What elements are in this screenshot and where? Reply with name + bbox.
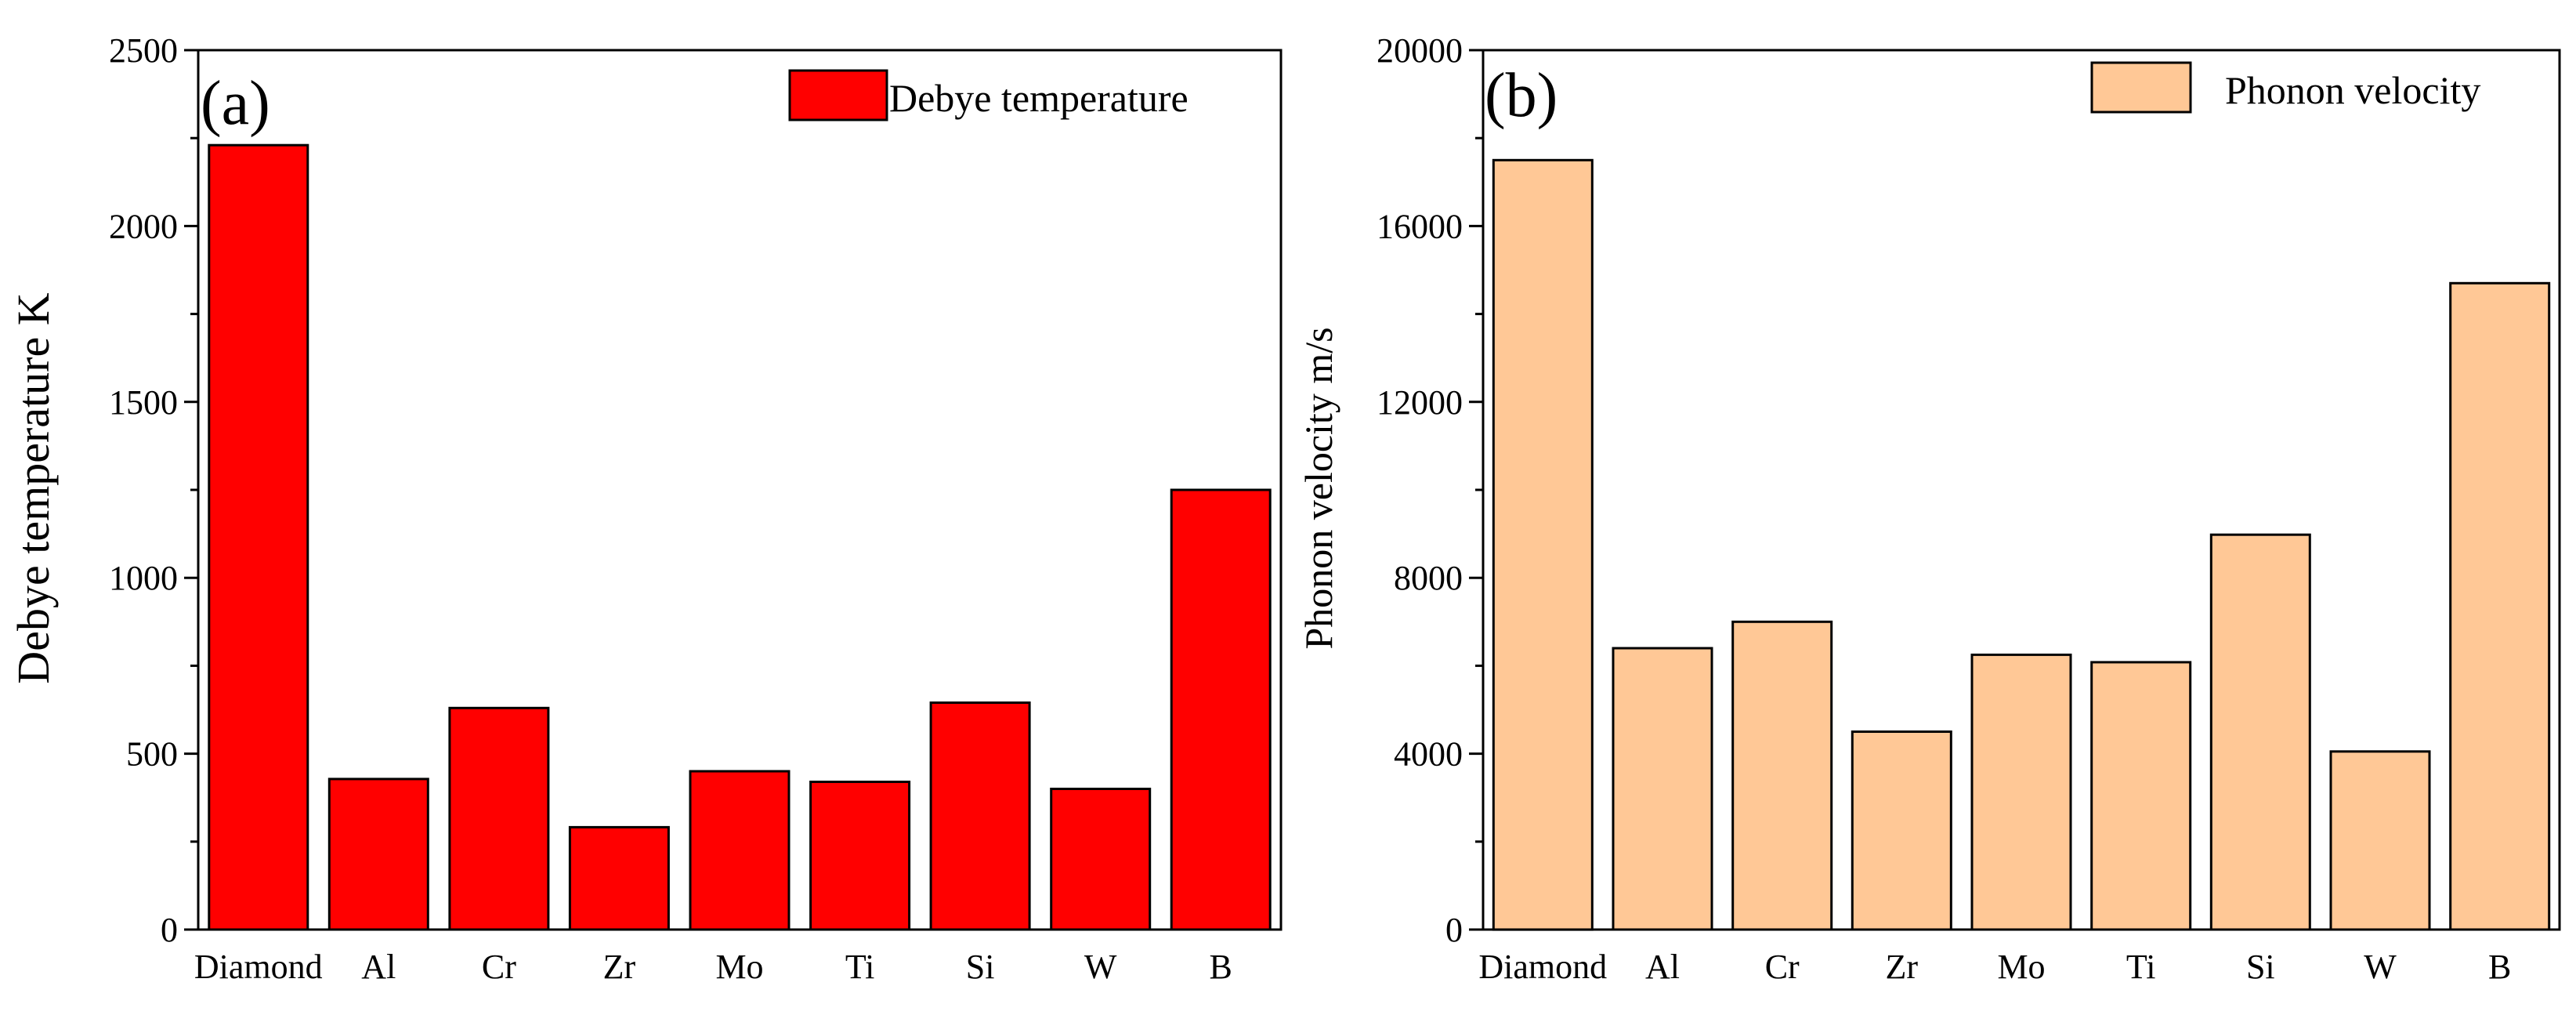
legend-swatch-a bbox=[788, 69, 888, 121]
y-tick-label-b: 16000 bbox=[1377, 207, 1463, 245]
y-tick-label-b: 12000 bbox=[1377, 383, 1463, 422]
legend-a: Debye temperature bbox=[788, 69, 1189, 121]
x-tick-label-a-diamond: Diamond bbox=[194, 948, 323, 986]
bar-a-w bbox=[1050, 788, 1152, 931]
x-tick-label-b-mo: Mo bbox=[1997, 948, 2045, 986]
bar-a-cr bbox=[448, 706, 550, 931]
x-tick-label-a-al: Al bbox=[361, 948, 396, 986]
bar-a-b bbox=[1170, 488, 1272, 931]
bar-b-al bbox=[1612, 647, 1713, 931]
panel-a: Debye temperature K (a) Debye temperatur… bbox=[8, 31, 1283, 986]
x-tick-label-b-al: Al bbox=[1645, 948, 1680, 986]
x-tick-label-b-w: W bbox=[2364, 948, 2397, 986]
x-tick-label-b-ti: Ti bbox=[2126, 948, 2156, 986]
bar-b-cr bbox=[1731, 620, 1833, 931]
y-axis-title-b: Phonon velocity m/s bbox=[1297, 327, 1340, 649]
bar-b-zr bbox=[1851, 730, 1952, 931]
x-tick-label-a-cr: Cr bbox=[482, 948, 516, 986]
legend-b: Phonon velocity bbox=[2090, 61, 2480, 114]
y-tick-label-a: 500 bbox=[126, 735, 178, 774]
legend-label-b: Phonon velocity bbox=[2225, 68, 2480, 112]
bar-a-ti bbox=[809, 781, 911, 931]
x-tick-label-b-b: B bbox=[2488, 948, 2511, 986]
y-tick-label-b: 8000 bbox=[1394, 559, 1463, 597]
x-tick-label-b-diamond: Diamond bbox=[1478, 948, 1607, 986]
x-tick-label-a-si: Si bbox=[966, 948, 995, 986]
legend-label-a: Debye temperature bbox=[889, 76, 1189, 120]
y-tick-label-b: 0 bbox=[1445, 911, 1463, 949]
bar-b-mo bbox=[1970, 653, 2072, 931]
bar-b-diamond bbox=[1492, 158, 1594, 931]
y-tick-label-a: 2000 bbox=[109, 207, 178, 245]
plot-frame-a bbox=[197, 49, 1283, 931]
plot-frame-b bbox=[1482, 49, 2561, 931]
panel-label-b: (b) bbox=[1485, 61, 1558, 130]
x-tick-label-b-zr: Zr bbox=[1886, 948, 1919, 986]
bar-b-ti bbox=[2090, 661, 2192, 931]
panel-b: Phonon velocity m/s (b) Phonon velocity … bbox=[1297, 31, 2561, 986]
bar-b-b bbox=[2449, 281, 2551, 931]
bar-a-zr bbox=[568, 825, 670, 931]
x-tick-label-b-si: Si bbox=[2246, 948, 2275, 986]
bar-b-si bbox=[2209, 533, 2311, 931]
y-tick-label-b: 4000 bbox=[1394, 735, 1463, 774]
bar-a-al bbox=[327, 778, 429, 931]
bar-b-w bbox=[2329, 750, 2431, 931]
y-tick-label-a: 1000 bbox=[109, 559, 178, 597]
x-tick-label-a-ti: Ti bbox=[845, 948, 875, 986]
x-tick-label-b-cr: Cr bbox=[1765, 948, 1800, 986]
bar-a-si bbox=[929, 701, 1031, 931]
x-tick-label-a-w: W bbox=[1084, 948, 1117, 986]
y-tick-label-b: 20000 bbox=[1377, 31, 1463, 70]
x-tick-label-a-zr: Zr bbox=[603, 948, 636, 986]
x-tick-label-a-mo: Mo bbox=[715, 948, 763, 986]
x-tick-label-a-b: B bbox=[1210, 948, 1232, 986]
y-tick-label-a: 2500 bbox=[109, 31, 178, 70]
panel-label-a: (a) bbox=[201, 69, 270, 138]
y-axis-title-a: Debye temperature K bbox=[8, 292, 59, 683]
bar-a-mo bbox=[689, 770, 791, 931]
legend-swatch-b bbox=[2090, 61, 2192, 114]
y-tick-label-a: 0 bbox=[161, 911, 178, 949]
bar-a-diamond bbox=[208, 143, 309, 931]
y-tick-label-a: 1500 bbox=[109, 383, 178, 422]
